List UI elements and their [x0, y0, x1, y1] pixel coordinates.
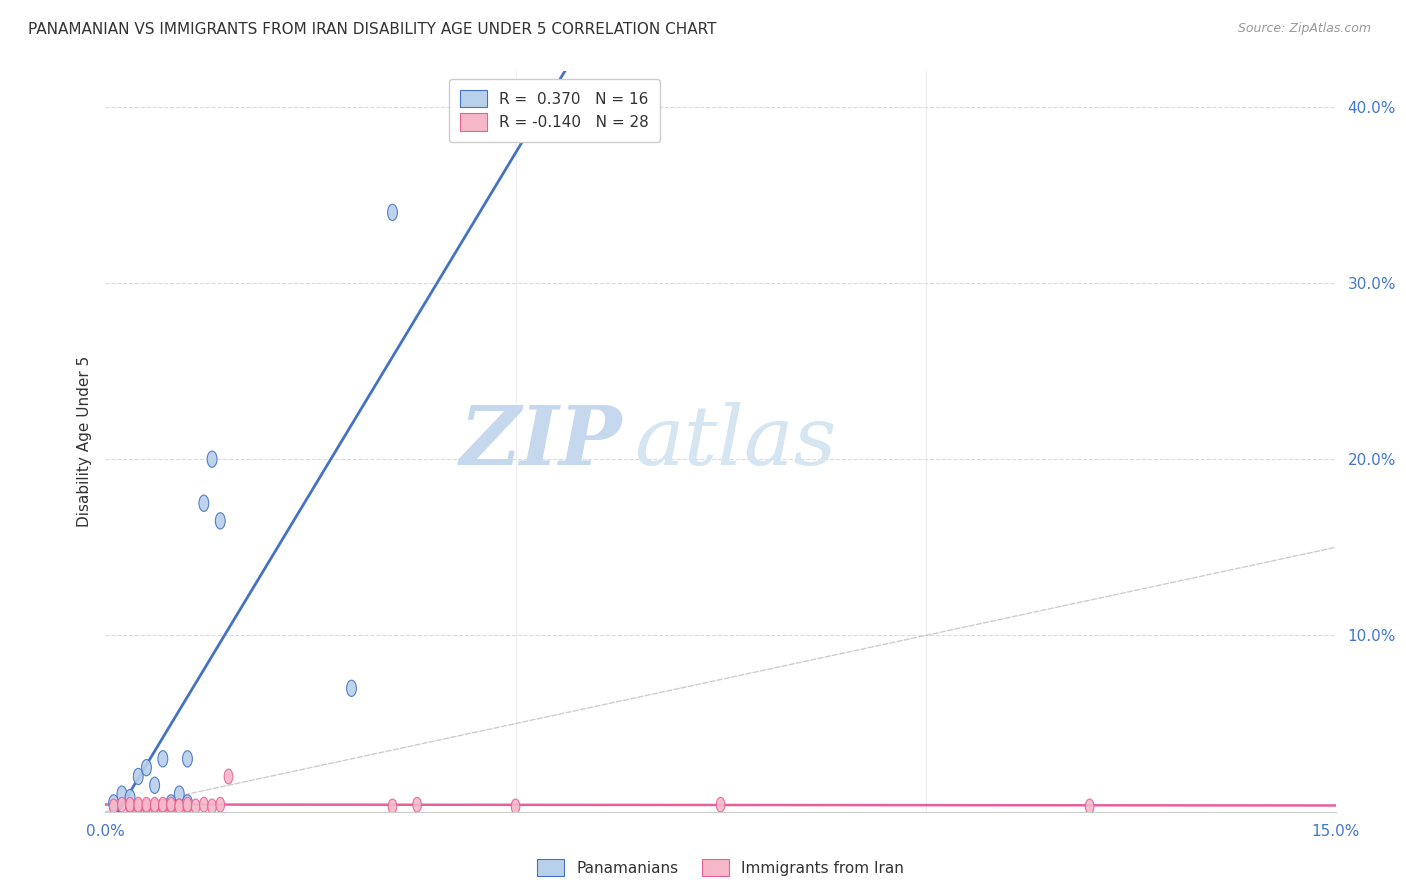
Ellipse shape	[125, 789, 135, 805]
Ellipse shape	[142, 799, 150, 814]
Ellipse shape	[157, 751, 167, 767]
Text: atlas: atlas	[634, 401, 837, 482]
Ellipse shape	[159, 799, 167, 814]
Ellipse shape	[125, 799, 135, 814]
Ellipse shape	[167, 797, 176, 812]
Ellipse shape	[183, 795, 193, 811]
Ellipse shape	[413, 797, 422, 812]
Ellipse shape	[716, 797, 725, 812]
Ellipse shape	[200, 797, 208, 812]
Ellipse shape	[134, 768, 143, 785]
Ellipse shape	[150, 799, 159, 814]
Ellipse shape	[142, 797, 150, 812]
Ellipse shape	[512, 799, 520, 814]
Text: 0.370: 0.370	[486, 97, 536, 112]
Ellipse shape	[183, 799, 191, 814]
Ellipse shape	[150, 777, 160, 793]
Ellipse shape	[174, 786, 184, 802]
Ellipse shape	[200, 495, 209, 511]
Ellipse shape	[388, 799, 396, 814]
Ellipse shape	[166, 795, 176, 811]
Ellipse shape	[134, 797, 142, 812]
Ellipse shape	[134, 799, 142, 814]
Ellipse shape	[142, 759, 152, 776]
Text: -0.140: -0.140	[482, 126, 531, 140]
Ellipse shape	[1085, 799, 1094, 814]
Text: Source: ZipAtlas.com: Source: ZipAtlas.com	[1237, 22, 1371, 36]
Legend: Panamanians, Immigrants from Iran: Panamanians, Immigrants from Iran	[527, 849, 914, 886]
Ellipse shape	[224, 769, 233, 784]
Text: PANAMANIAN VS IMMIGRANTS FROM IRAN DISABILITY AGE UNDER 5 CORRELATION CHART: PANAMANIAN VS IMMIGRANTS FROM IRAN DISAB…	[28, 22, 717, 37]
Ellipse shape	[217, 797, 225, 812]
Ellipse shape	[110, 799, 118, 814]
Text: ZIP: ZIP	[460, 401, 621, 482]
Ellipse shape	[118, 797, 127, 812]
Ellipse shape	[388, 204, 398, 220]
Ellipse shape	[167, 799, 176, 814]
Ellipse shape	[183, 797, 191, 812]
Ellipse shape	[150, 797, 159, 812]
Ellipse shape	[174, 799, 184, 814]
Ellipse shape	[117, 786, 127, 802]
Ellipse shape	[108, 795, 118, 811]
Ellipse shape	[125, 797, 135, 812]
Ellipse shape	[207, 451, 217, 467]
Y-axis label: Disability Age Under 5: Disability Age Under 5	[76, 356, 91, 527]
Ellipse shape	[215, 513, 225, 529]
Ellipse shape	[159, 797, 167, 812]
Ellipse shape	[347, 681, 357, 697]
Ellipse shape	[183, 751, 193, 767]
Ellipse shape	[191, 799, 200, 814]
Ellipse shape	[174, 799, 184, 814]
Ellipse shape	[208, 799, 217, 814]
